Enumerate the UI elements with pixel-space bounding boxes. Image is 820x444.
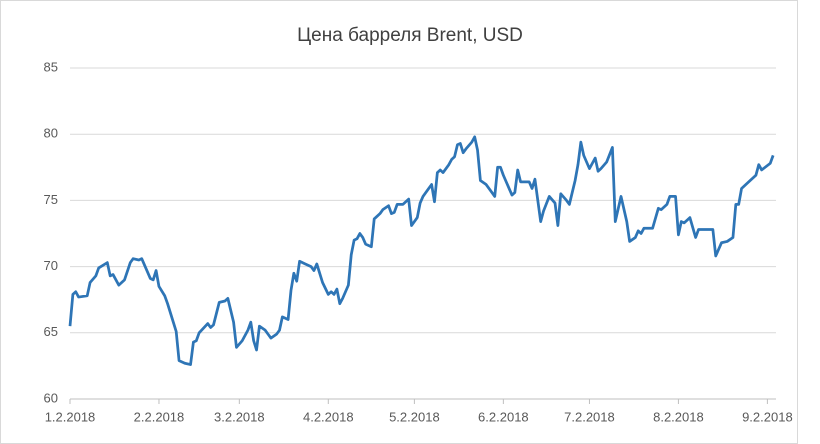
- y-tick-label: 65: [44, 324, 58, 339]
- x-tick-label: 4.2.2018: [303, 409, 354, 424]
- x-tick-label: 3.2.2018: [214, 409, 265, 424]
- x-tick-label: 9.2.2018: [742, 409, 793, 424]
- x-tick-label: 5.2.2018: [389, 409, 440, 424]
- y-tick-label: 75: [44, 192, 58, 207]
- x-tick-label: 8.2.2018: [653, 409, 704, 424]
- chart-title: Цена барреля Brent, USD: [297, 25, 523, 46]
- chart-border: [0, 0, 798, 444]
- x-tick-label: 6.2.2018: [478, 409, 529, 424]
- price-line: [68, 135, 775, 366]
- x-tick-label: 7.2.2018: [564, 409, 615, 424]
- y-tick-label: 70: [44, 258, 58, 273]
- y-tick-label: 80: [44, 126, 58, 141]
- y-tick-label: 60: [44, 390, 58, 405]
- y-tick-label: 85: [44, 59, 58, 74]
- x-tick-label: 1.2.2018: [45, 409, 96, 424]
- x-tick-label: 2.2.2018: [134, 409, 185, 424]
